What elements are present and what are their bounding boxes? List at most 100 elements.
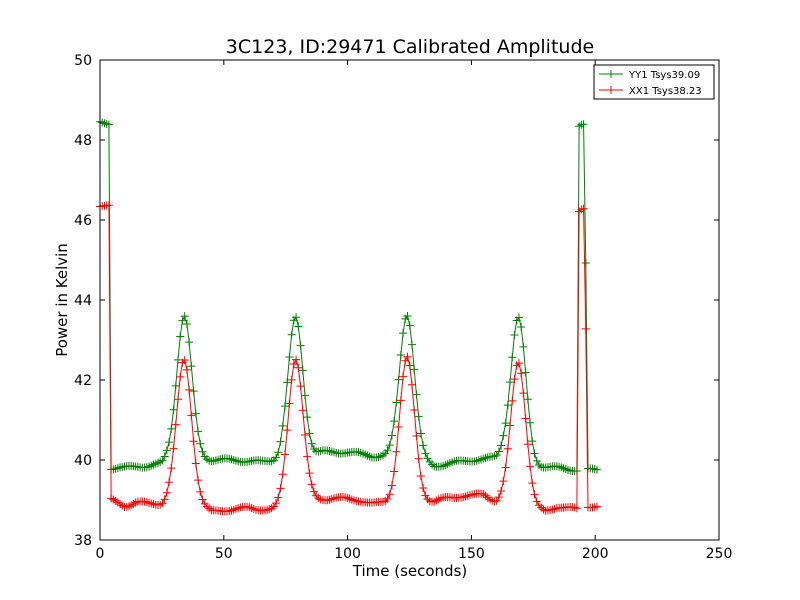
y-tick-label: 38 (74, 533, 92, 549)
data-point (180, 356, 189, 365)
data-point (517, 369, 526, 378)
data-point (503, 444, 512, 453)
data-point (412, 390, 421, 399)
data-point (499, 477, 508, 486)
data-point (182, 320, 191, 329)
data-point (198, 447, 207, 456)
data-point (416, 429, 425, 438)
data-point (407, 340, 416, 349)
data-point (167, 464, 176, 473)
series-xx1 (96, 201, 601, 516)
data-point (528, 479, 537, 488)
axes-layer: 0 50 100 150 200 250 38 40 42 44 46 48 50 (74, 53, 732, 562)
data-point (303, 452, 312, 461)
data-point (167, 424, 176, 433)
data-point (392, 447, 401, 456)
data-point (303, 413, 312, 422)
data-point (383, 446, 392, 455)
data-point (305, 469, 314, 478)
legend-label: XX1 Tsys38.23 (629, 86, 702, 97)
data-point (280, 402, 289, 411)
data-point (412, 431, 421, 440)
data-point (579, 204, 588, 213)
data-point (383, 494, 392, 503)
data-point (287, 375, 296, 384)
data-point (394, 375, 403, 384)
data-point (403, 312, 412, 321)
data-point (517, 322, 526, 331)
data-point (506, 421, 515, 430)
data-point (285, 353, 294, 362)
data-point (104, 120, 113, 129)
data-point (508, 396, 517, 405)
data-point (592, 465, 601, 474)
data-point (523, 440, 532, 449)
data-point (419, 441, 428, 450)
data-point (285, 399, 294, 408)
data-point (394, 422, 403, 431)
data-point (169, 444, 178, 453)
data-point (185, 385, 194, 394)
data-point (298, 406, 307, 415)
data-point (399, 372, 408, 381)
data-point (385, 490, 394, 499)
data-point (521, 414, 530, 423)
data-point (196, 439, 205, 448)
legend-marker (607, 70, 615, 78)
data-point (191, 409, 200, 418)
series-layer (96, 117, 601, 516)
data-point (171, 381, 180, 390)
data-point (403, 352, 412, 361)
data-point (292, 355, 301, 364)
data-point (191, 459, 200, 468)
data-point (503, 401, 512, 410)
data-point (506, 378, 515, 387)
data-point (276, 484, 285, 493)
legend-label: YY1 Tsys39.09 (628, 70, 700, 81)
data-point (501, 463, 510, 472)
data-point (396, 350, 405, 359)
data-point (274, 448, 283, 457)
data-point (272, 499, 281, 508)
y-tick-label: 44 (74, 293, 92, 309)
data-point (530, 449, 539, 458)
data-point (307, 439, 316, 448)
data-point (296, 341, 305, 350)
data-point (385, 441, 394, 450)
data-point (198, 495, 207, 504)
legend-marker (607, 86, 615, 94)
y-tick-label: 50 (74, 53, 92, 69)
data-point (160, 495, 169, 504)
y-tick-label: 48 (74, 133, 92, 149)
x-tick-label: 200 (582, 546, 609, 562)
data-point (169, 405, 178, 414)
data-point (289, 359, 298, 368)
data-point (294, 322, 303, 331)
data-point (189, 437, 198, 446)
x-tick-label: 50 (215, 546, 233, 562)
data-point (526, 418, 535, 427)
data-point (276, 437, 285, 446)
data-point (272, 453, 281, 462)
data-point (173, 395, 182, 404)
data-point (278, 470, 287, 479)
data-point (278, 421, 287, 430)
series-yy1 (96, 117, 601, 476)
data-point (283, 378, 292, 387)
y-tick-label: 42 (74, 373, 92, 389)
data-point (501, 419, 510, 428)
data-point (519, 342, 528, 351)
data-point (497, 487, 506, 496)
data-point (283, 426, 292, 435)
data-point (296, 382, 305, 391)
y-axis-label: Power in Kelvin (53, 243, 71, 357)
data-point (173, 355, 182, 364)
data-point (414, 454, 423, 463)
x-axis-label: Time (seconds) (352, 562, 468, 580)
data-point (301, 431, 310, 440)
data-point (194, 476, 203, 485)
data-point (499, 431, 508, 440)
chart-title: 3C123, ID:29471 Calibrated Amplitude (226, 36, 594, 58)
